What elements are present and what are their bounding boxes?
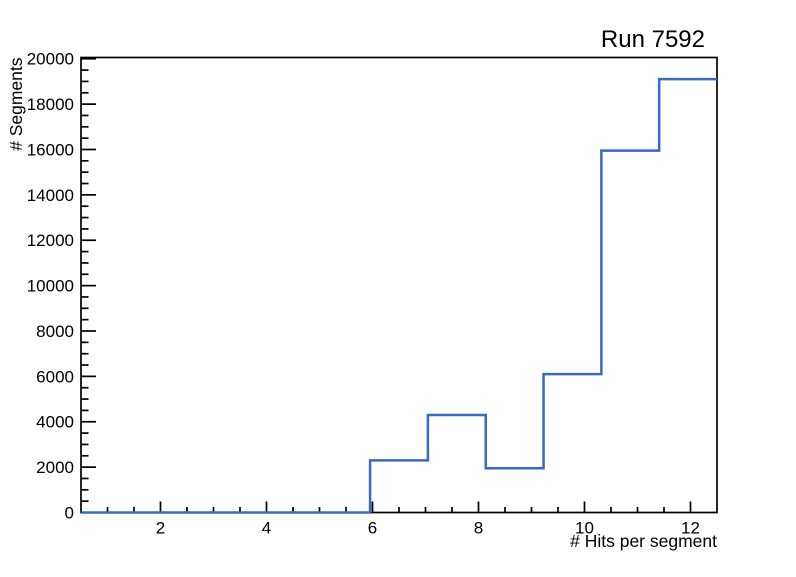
x-tick-label: 12	[681, 519, 700, 538]
chart-generated-content: 2 4 6 8 10 12 0 2000 4000 6000 8000 10000 12000 14000…	[27, 50, 718, 538]
x-axis-title: # Hits per segment	[570, 531, 717, 551]
y-axis-title: # Segments	[6, 57, 26, 151]
x-tick-label: 10	[575, 519, 594, 538]
y-tick-label: 10000	[27, 277, 74, 296]
x-tick-label: 2	[156, 519, 165, 538]
y-tick-label: 20000	[27, 50, 74, 69]
y-tick-label: 2000	[36, 458, 74, 477]
y-tick-label: 6000	[36, 367, 74, 386]
y-tick-label: 12000	[27, 231, 74, 250]
y-tick-label: 0	[65, 504, 74, 523]
y-tick-label: 4000	[36, 413, 74, 432]
chart-title: Run 7592	[601, 26, 705, 53]
y-tick-label: 14000	[27, 186, 74, 205]
y-tick-label: 16000	[27, 140, 74, 159]
plot-frame	[80, 56, 718, 514]
x-tick-label: 8	[474, 519, 483, 538]
y-tick-label: 8000	[36, 322, 74, 341]
x-tick-label: 4	[262, 519, 271, 538]
histogram-step-line	[81, 77, 717, 514]
y-tick-label: 18000	[27, 95, 74, 114]
x-tick-label: 6	[368, 519, 377, 538]
